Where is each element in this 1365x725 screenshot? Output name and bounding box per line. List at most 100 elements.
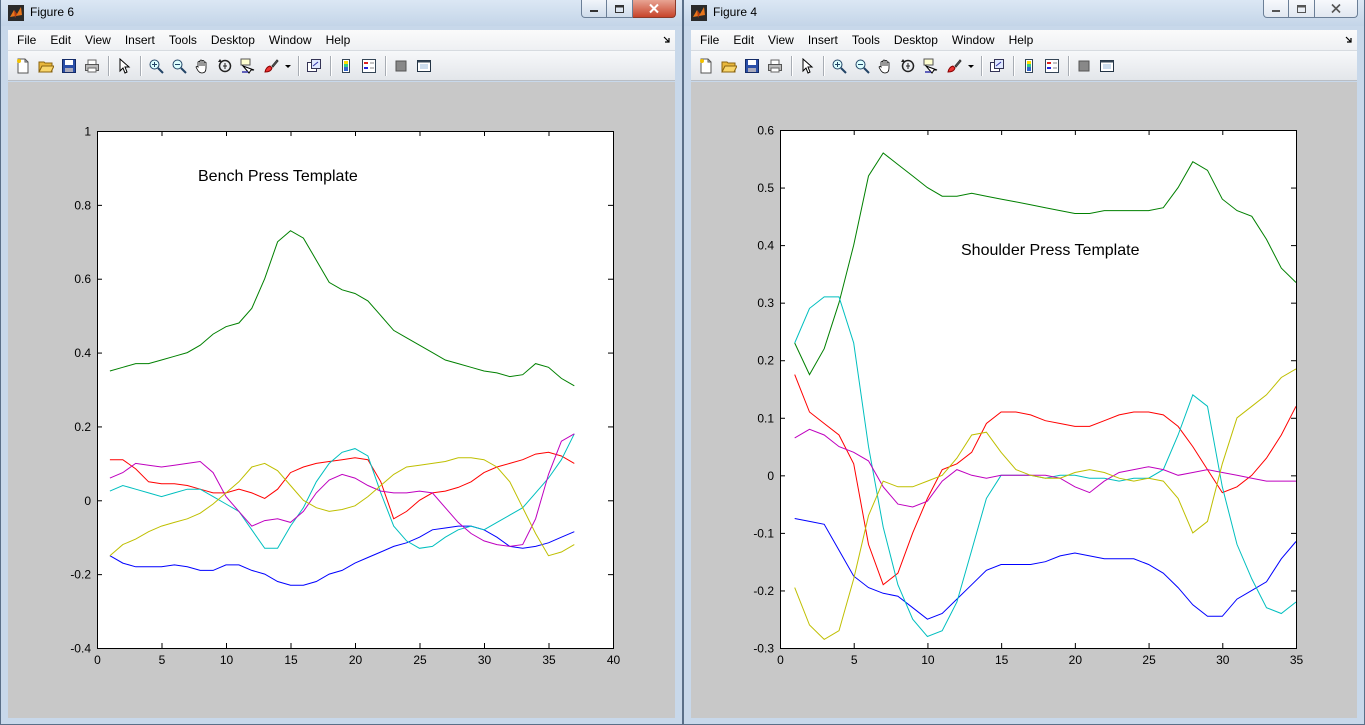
figure-window[interactable]: Figure 4 File Edit View Insert Tools Des…	[683, 0, 1365, 725]
dropdown-arrow-icon	[285, 64, 291, 68]
print-button[interactable]	[81, 55, 103, 77]
maximize-button[interactable]	[607, 0, 633, 18]
menu-window[interactable]: Window	[268, 32, 312, 47]
menu-file[interactable]: File	[17, 32, 37, 47]
x-tick-label: 40	[607, 653, 621, 667]
data-cursor-button[interactable]	[237, 55, 259, 77]
legend-button[interactable]	[358, 55, 380, 77]
hide-plot-tools-button[interactable]	[1073, 55, 1095, 77]
edit-plot-button[interactable]	[796, 55, 818, 77]
series-line-2	[794, 518, 1297, 620]
close-button[interactable]	[633, 0, 676, 18]
line-plot[interactable]: 0 5 10 15 20 25 30 35 -0.3 -0.2 -0.1 0 0.1 0.2 0.3 0.4…	[691, 82, 1359, 719]
print-button[interactable]	[764, 55, 786, 77]
show-tools-icon	[1100, 59, 1114, 72]
menu-edit[interactable]: Edit	[50, 32, 72, 47]
figure-canvas[interactable]: 0 5 10 15 20 25 30 35 -0.3 -0.2 -0.1 0 0.1 0.2 0.3 0.4…	[691, 82, 1357, 718]
maximize-icon	[1297, 4, 1306, 13]
series-line-6	[109, 457, 575, 557]
link-plot-button[interactable]	[986, 55, 1008, 77]
y-tick-label: -0.4	[70, 642, 91, 656]
matlab-icon	[8, 5, 24, 21]
link-plot-icon	[307, 58, 321, 72]
show-plot-tools-button[interactable]	[413, 55, 435, 77]
legend-icon	[362, 58, 376, 73]
zoom-out-button[interactable]	[851, 55, 873, 77]
title-bar[interactable]: Figure 4	[684, 0, 1364, 26]
series-line-2	[109, 525, 575, 586]
data-cursor-button[interactable]	[920, 55, 942, 77]
menu-edit[interactable]: Edit	[733, 32, 755, 47]
maximize-button[interactable]	[1289, 0, 1315, 18]
rotate-icon	[218, 58, 232, 72]
menu-view[interactable]: View	[85, 32, 111, 47]
dock-arrow-icon[interactable]	[661, 33, 673, 47]
minimize-button[interactable]	[581, 0, 607, 18]
x-tick-label: 15	[284, 653, 298, 667]
save-button[interactable]	[741, 55, 763, 77]
brush-dropdown-button[interactable]	[283, 55, 293, 77]
y-tick-label: 0.5	[757, 181, 774, 195]
zoom-in-button[interactable]	[828, 55, 850, 77]
brush-button[interactable]	[260, 55, 282, 77]
x-tick-labels: 0 5 10 15 20 25 30 35	[777, 653, 1303, 667]
menu-file[interactable]: File	[700, 32, 720, 47]
save-button[interactable]	[58, 55, 80, 77]
x-tick-label: 20	[349, 653, 363, 667]
line-plot[interactable]: 0 5 10 15 20 25 30 35 40 -0.4-0.200.20.40.60.81 …	[8, 82, 677, 719]
close-icon	[1331, 3, 1341, 14]
rotate-3d-button[interactable]	[214, 55, 236, 77]
menu-desktop[interactable]: Desktop	[893, 32, 938, 47]
menu-insert[interactable]: Insert	[807, 32, 838, 47]
colorbar-button[interactable]	[335, 55, 357, 77]
x-tick-label: 30	[478, 653, 492, 667]
plot-annotation-title: Shoulder Press Template	[961, 242, 1140, 259]
legend-button[interactable]	[1041, 55, 1063, 77]
y-tick-labels: -0.3 -0.2 -0.1 0 0.1 0.2 0.3 0.4 0.5 0.6	[753, 124, 774, 656]
y-tick-label: 0.2	[74, 420, 91, 434]
pan-button[interactable]	[191, 55, 213, 77]
menu-tools[interactable]: Tools	[851, 32, 880, 47]
close-button[interactable]	[1315, 0, 1358, 18]
figure-canvas[interactable]: 0 5 10 15 20 25 30 35 40 -0.4 -0.2 0 0.2 0.4 0.6 0.8 1 …	[8, 82, 675, 718]
zoom-in-button[interactable]	[145, 55, 167, 77]
edit-plot-button[interactable]	[113, 55, 135, 77]
x-tick-label: 25	[413, 653, 427, 667]
zoom-out-button[interactable]	[168, 55, 190, 77]
title-bar[interactable]: Figure 6	[1, 0, 682, 26]
menu-tools[interactable]: Tools	[168, 32, 197, 47]
rotate-3d-button[interactable]	[897, 55, 919, 77]
menu-view[interactable]: View	[768, 32, 794, 47]
show-plot-tools-button[interactable]	[1096, 55, 1118, 77]
open-file-button[interactable]	[718, 55, 740, 77]
series-line-6	[794, 368, 1297, 641]
dock-arrow-icon[interactable]	[1343, 33, 1355, 47]
new-figure-button[interactable]	[695, 55, 717, 77]
menu-insert[interactable]: Insert	[124, 32, 155, 47]
figure-window[interactable]: Figure 6 File Edit View Insert Tools Des…	[0, 0, 683, 725]
brush-dropdown-button[interactable]	[966, 55, 976, 77]
open-file-button[interactable]	[35, 55, 57, 77]
link-plot-button[interactable]	[303, 55, 325, 77]
arrow-pointer-icon	[802, 57, 814, 74]
minimize-icon	[1272, 9, 1280, 12]
menu-window[interactable]: Window	[951, 32, 995, 47]
pan-button[interactable]	[874, 55, 896, 77]
menu-help[interactable]: Help	[1008, 32, 1034, 47]
new-figure-button[interactable]	[12, 55, 34, 77]
toolbar-separator	[385, 55, 386, 76]
axes-background	[780, 130, 1296, 648]
x-tick-label: 10	[921, 653, 935, 667]
plot-annotation-title: Bench Press Template	[198, 168, 358, 185]
x-tick-label: 0	[777, 653, 784, 667]
hide-plot-tools-button[interactable]	[390, 55, 412, 77]
colorbar-icon	[1025, 58, 1033, 73]
minimize-button[interactable]	[1263, 0, 1289, 18]
toolbar-separator	[1013, 55, 1014, 76]
menu-desktop[interactable]: Desktop	[210, 32, 255, 47]
y-tick-label: 0.6	[757, 124, 774, 138]
y-tick-label: -0.2	[70, 568, 91, 582]
brush-button[interactable]	[943, 55, 965, 77]
menu-help[interactable]: Help	[325, 32, 351, 47]
colorbar-button[interactable]	[1018, 55, 1040, 77]
